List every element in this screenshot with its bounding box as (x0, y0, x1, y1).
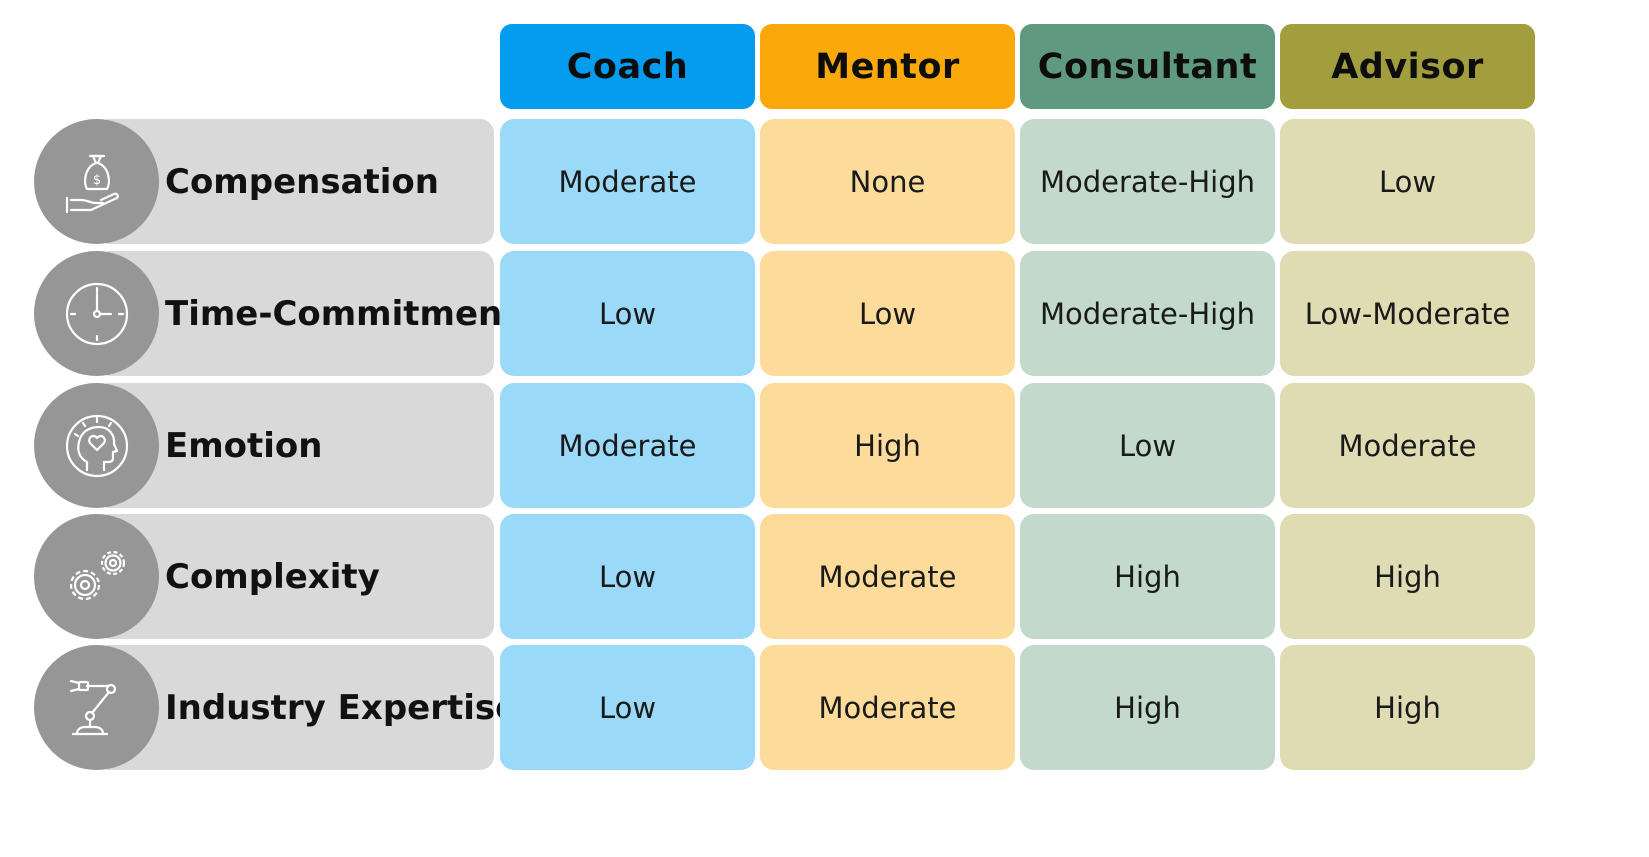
column-header-mentor: Mentor (760, 24, 1015, 109)
row-label-background (96, 514, 494, 639)
cell-advisor-emotion: Moderate (1280, 383, 1535, 508)
gears-icon (34, 514, 159, 639)
row-label-emotion: Emotion (165, 425, 323, 466)
cell-consultant-complexity: High (1020, 514, 1275, 639)
cell-mentor-industry-expertise: Moderate (760, 645, 1015, 770)
cell-coach-time-commitment: Low (500, 251, 755, 376)
head-heart-icon (34, 383, 159, 508)
cell-coach-emotion: Moderate (500, 383, 755, 508)
row-label-background (96, 251, 494, 376)
column-header-label: Consultant (1037, 46, 1258, 87)
cell-advisor-compensation: Low (1280, 119, 1535, 244)
row-label-compensation: Compensation (165, 161, 439, 202)
cell-advisor-industry-expertise: High (1280, 645, 1535, 770)
cell-mentor-time-commitment: Low (760, 251, 1015, 376)
cell-coach-industry-expertise: Low (500, 645, 755, 770)
column-header-label: Advisor (1331, 46, 1484, 87)
cell-mentor-compensation: None (760, 119, 1015, 244)
column-header-consultant: Consultant (1020, 24, 1275, 109)
cell-consultant-compensation: Moderate-High (1020, 119, 1275, 244)
row-label-time-commitment: Time-Commitment (165, 293, 519, 334)
cell-coach-compensation: Moderate (500, 119, 755, 244)
row-label-complexity: Complexity (165, 556, 380, 597)
column-header-advisor: Advisor (1280, 24, 1535, 109)
row-label-background (96, 645, 494, 770)
column-header-coach: Coach (500, 24, 755, 109)
cell-advisor-complexity: High (1280, 514, 1535, 639)
row-label-background (96, 383, 494, 508)
cell-mentor-complexity: Moderate (760, 514, 1015, 639)
row-label-background (96, 119, 494, 244)
svg-text:$: $ (92, 173, 100, 188)
cell-coach-complexity: Low (500, 514, 755, 639)
cell-consultant-emotion: Low (1020, 383, 1275, 508)
robot-arm-icon (34, 645, 159, 770)
clock-icon (34, 251, 159, 376)
column-header-label: Coach (566, 46, 689, 87)
cell-consultant-time-commitment: Moderate-High (1020, 251, 1275, 376)
cell-consultant-industry-expertise: High (1020, 645, 1275, 770)
column-header-label: Mentor (815, 46, 960, 87)
row-label-industry-expertise: Industry Expertise (165, 687, 519, 728)
cell-advisor-time-commitment: Low-Moderate (1280, 251, 1535, 376)
money-bag-hand-icon: $ (34, 119, 159, 244)
cell-mentor-emotion: High (760, 383, 1015, 508)
